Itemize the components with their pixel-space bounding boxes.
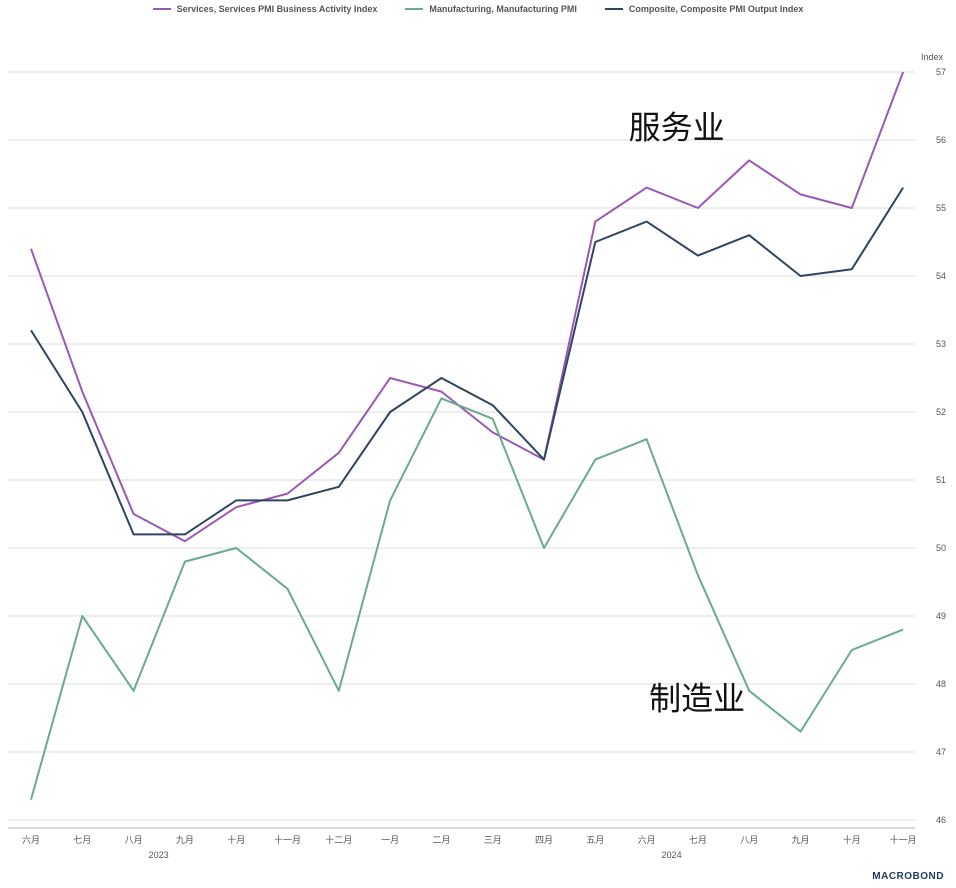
x-tick-label: 十二月 (325, 834, 352, 845)
legend-label: Services, Services PMI Business Activity… (176, 4, 378, 14)
y-tick-label: 50 (936, 543, 946, 553)
y-tick-label: 56 (936, 135, 946, 145)
annotation-label: 服务业 (629, 108, 725, 146)
x-tick-label: 九月 (791, 835, 809, 845)
x-tick-label: 八月 (125, 835, 143, 845)
x-tick-label: 九月 (176, 835, 194, 845)
y-tick-label: 57 (936, 67, 946, 77)
x-tick-label: 五月 (586, 835, 604, 845)
legend-swatch (152, 8, 171, 10)
legend-label: Manufacturing, Manufacturing PMI (429, 4, 577, 14)
y-tick-label: 53 (936, 339, 946, 349)
macrobond-logo: MACROBOND (872, 871, 944, 882)
y-tick-label: 55 (936, 203, 946, 213)
x-tick-label: 二月 (432, 835, 450, 845)
x-tick-label: 十月 (843, 834, 861, 845)
y-tick-label: 49 (936, 611, 946, 621)
legend-label: Composite, Composite PMI Output Index (628, 4, 804, 14)
x-tick-label: 七月 (689, 835, 707, 845)
legend-item: Composite, Composite PMI Output Index (604, 4, 804, 14)
x-tick-label: 四月 (535, 835, 553, 845)
legend-swatch (405, 8, 424, 10)
series-line-1 (30, 397, 904, 800)
chart-legend: Services, Services PMI Business Activity… (0, 4, 956, 14)
x-tick-label: 十一月 (890, 834, 917, 845)
legend-swatch (604, 8, 623, 10)
y-tick-label: 51 (936, 475, 946, 485)
x-tick-label: 十月 (227, 834, 245, 845)
x-tick-label: 十一月 (274, 834, 301, 845)
series-line-0 (30, 71, 905, 543)
legend-item: Manufacturing, Manufacturing PMI (405, 4, 577, 14)
x-year-label: 2023 (149, 850, 169, 860)
grid-layer (8, 71, 915, 821)
y-axis-label: Index (921, 52, 944, 62)
series-layer (30, 71, 905, 800)
y-tick-label: 54 (936, 271, 946, 281)
x-tick-label: 七月 (73, 835, 91, 845)
y-tick-label: 52 (936, 407, 946, 417)
y-tick-label: 48 (936, 679, 946, 689)
y-tick-label: 47 (936, 747, 946, 757)
x-tick-label: 三月 (484, 835, 502, 845)
x-tick-label: 六月 (22, 834, 40, 845)
x-tick-label: 六月 (638, 834, 656, 845)
x-year-label: 2024 (662, 850, 682, 860)
legend-item: Services, Services PMI Business Activity… (152, 4, 378, 14)
annotation-label: 制造业 (649, 680, 745, 718)
y-tick-label: 46 (936, 815, 946, 825)
x-tick-label: 八月 (740, 835, 758, 845)
axis-layer: 46 47 48 49 50 51 52 53 54 55 56 57 Index 六月 七月 八月 九月 十月 十… (8, 52, 946, 860)
series-line-2 (30, 187, 904, 536)
x-tick-label: 一月 (381, 835, 399, 845)
